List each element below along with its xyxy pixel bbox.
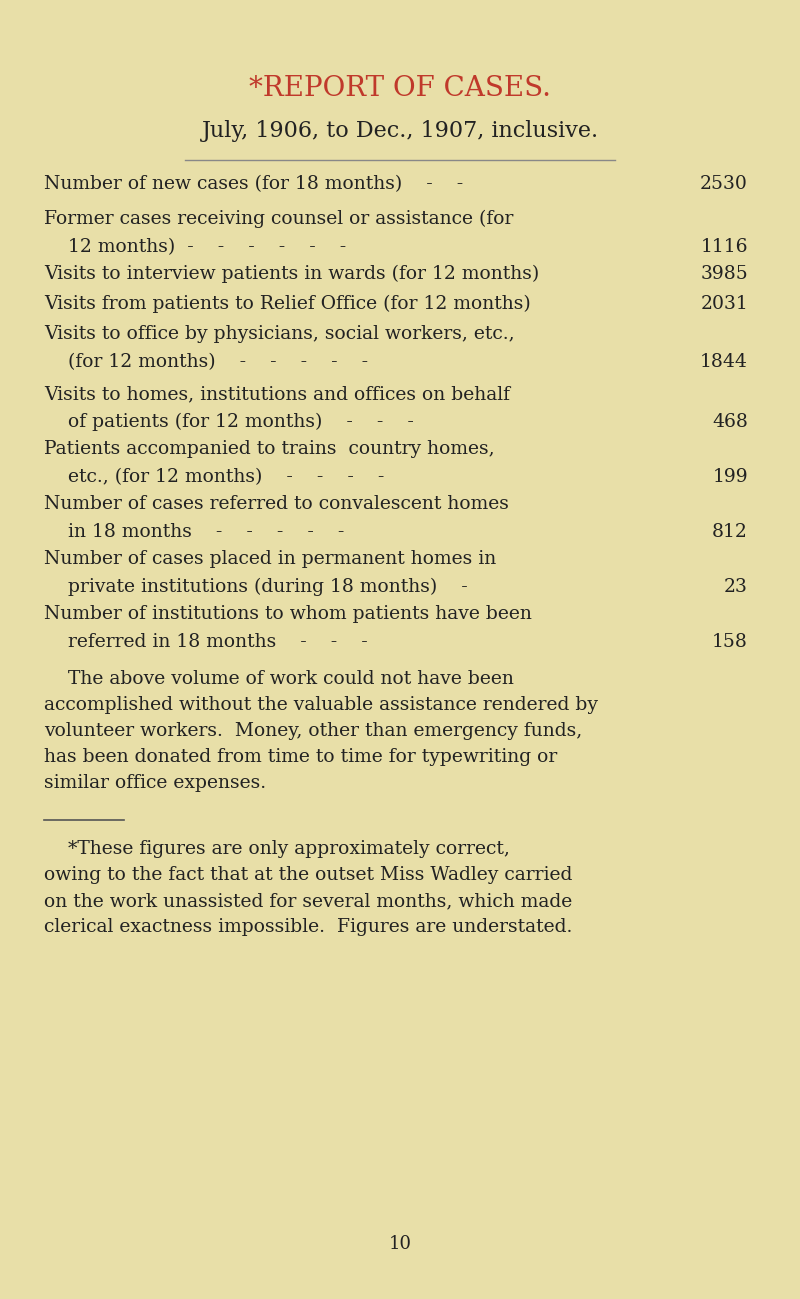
Text: 2530: 2530 — [700, 175, 748, 194]
Text: 2031: 2031 — [700, 295, 748, 313]
Text: The above volume of work could not have been: The above volume of work could not have … — [44, 670, 514, 688]
Text: *REPORT OF CASES.: *REPORT OF CASES. — [249, 75, 551, 103]
Text: volunteer workers.  Money, other than emergency funds,: volunteer workers. Money, other than eme… — [44, 722, 582, 740]
Text: 199: 199 — [712, 468, 748, 486]
Text: 23: 23 — [724, 578, 748, 596]
Text: Number of new cases (for 18 months)    -    -: Number of new cases (for 18 months) - - — [44, 175, 463, 194]
Text: 3985: 3985 — [700, 265, 748, 283]
Text: owing to the fact that at the outset Miss Wadley carried: owing to the fact that at the outset Mis… — [44, 866, 572, 885]
Text: on the work unassisted for several months, which made: on the work unassisted for several month… — [44, 892, 572, 911]
Text: etc., (for 12 months)    -    -    -    -: etc., (for 12 months) - - - - — [44, 468, 384, 486]
Text: clerical exactness impossible.  Figures are understated.: clerical exactness impossible. Figures a… — [44, 918, 572, 937]
Text: Visits from patients to Relief Office (for 12 months): Visits from patients to Relief Office (f… — [44, 295, 530, 313]
Text: similar office expenses.: similar office expenses. — [44, 774, 266, 792]
Text: private institutions (during 18 months)    -: private institutions (during 18 months) … — [44, 578, 468, 596]
Text: Visits to interview patients in wards (for 12 months): Visits to interview patients in wards (f… — [44, 265, 539, 283]
Text: Former cases receiving counsel or assistance (for: Former cases receiving counsel or assist… — [44, 210, 514, 229]
Text: accomplished without the valuable assistance rendered by: accomplished without the valuable assist… — [44, 696, 598, 714]
Text: Visits to homes, institutions and offices on behalf: Visits to homes, institutions and office… — [44, 385, 510, 403]
Text: 468: 468 — [712, 413, 748, 431]
Text: of patients (for 12 months)    -    -    -: of patients (for 12 months) - - - — [44, 413, 414, 431]
Text: 1844: 1844 — [700, 353, 748, 372]
Text: 812: 812 — [712, 523, 748, 540]
Text: referred in 18 months    -    -    -: referred in 18 months - - - — [44, 633, 368, 651]
Text: 10: 10 — [389, 1235, 411, 1254]
Text: 12 months)  -    -    -    -    -    -: 12 months) - - - - - - — [44, 238, 346, 256]
Text: Patients accompanied to trains  country homes,: Patients accompanied to trains country h… — [44, 440, 494, 459]
Text: Number of institutions to whom patients have been: Number of institutions to whom patients … — [44, 605, 532, 624]
Text: has been donated from time to time for typewriting or: has been donated from time to time for t… — [44, 748, 558, 766]
Text: (for 12 months)    -    -    -    -    -: (for 12 months) - - - - - — [44, 353, 368, 372]
Text: Number of cases referred to convalescent homes: Number of cases referred to convalescent… — [44, 495, 509, 513]
Text: in 18 months    -    -    -    -    -: in 18 months - - - - - — [44, 523, 344, 540]
Text: July, 1906, to Dec., 1907, inclusive.: July, 1906, to Dec., 1907, inclusive. — [202, 120, 598, 142]
Text: Visits to office by physicians, social workers, etc.,: Visits to office by physicians, social w… — [44, 325, 514, 343]
Text: 158: 158 — [712, 633, 748, 651]
Text: *These figures are only approximately correct,: *These figures are only approximately co… — [44, 840, 510, 859]
Text: Number of cases placed in permanent homes in: Number of cases placed in permanent home… — [44, 549, 496, 568]
Text: 1116: 1116 — [701, 238, 748, 256]
